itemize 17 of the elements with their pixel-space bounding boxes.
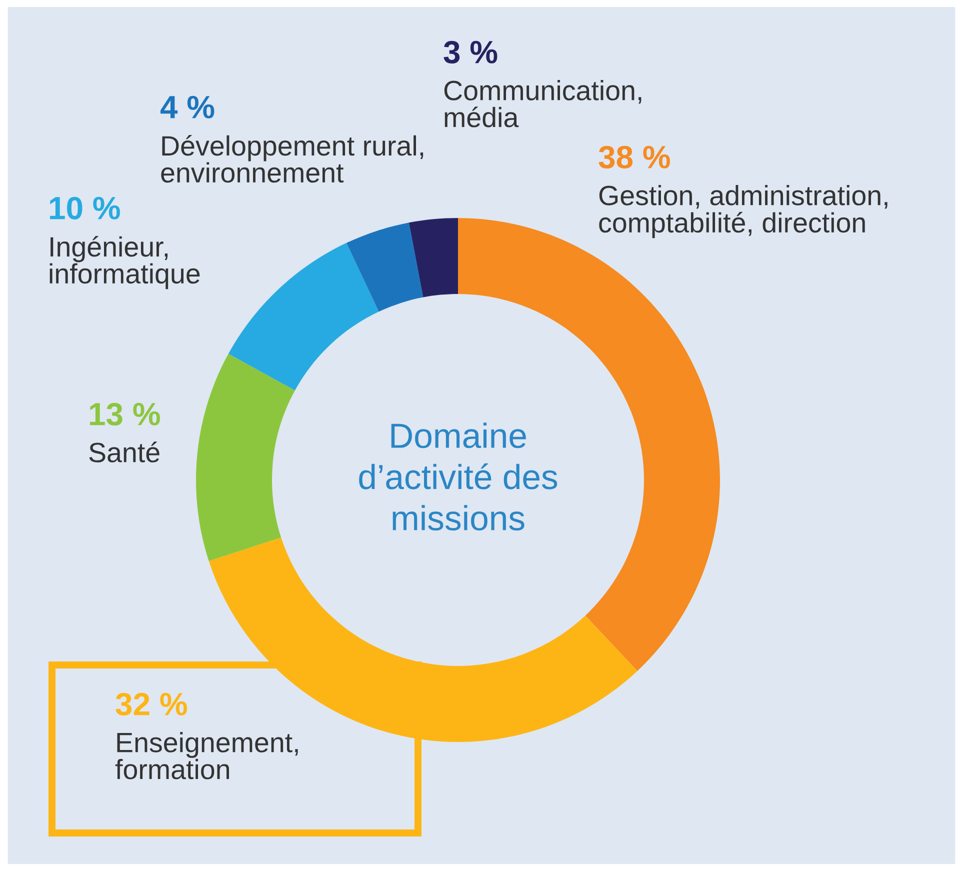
slice-label: Enseignement, formation [115,732,298,780]
donut-slice [408,218,458,298]
data-label: 38 % [598,146,670,169]
data-label: 3 % [444,40,498,64]
slice-label: Développement rural, environnement [161,135,424,183]
data-label: 10 % [50,196,120,220]
data-label: 13 % [90,402,160,426]
data-label: 4 % [160,96,214,118]
slice-label: Gestion, administration, comptabilité, direction [599,185,888,238]
slice-label: Ingénieur, informatique [50,236,200,290]
slice-label: Santé [89,442,160,462]
donut-slice [228,242,379,390]
text: Domaine d’activité des missions [359,422,558,530]
donut-slice [196,354,295,561]
data-label: 32 % [116,692,187,716]
slice-label: Communication, média [444,80,642,128]
donut-slice [346,222,424,312]
